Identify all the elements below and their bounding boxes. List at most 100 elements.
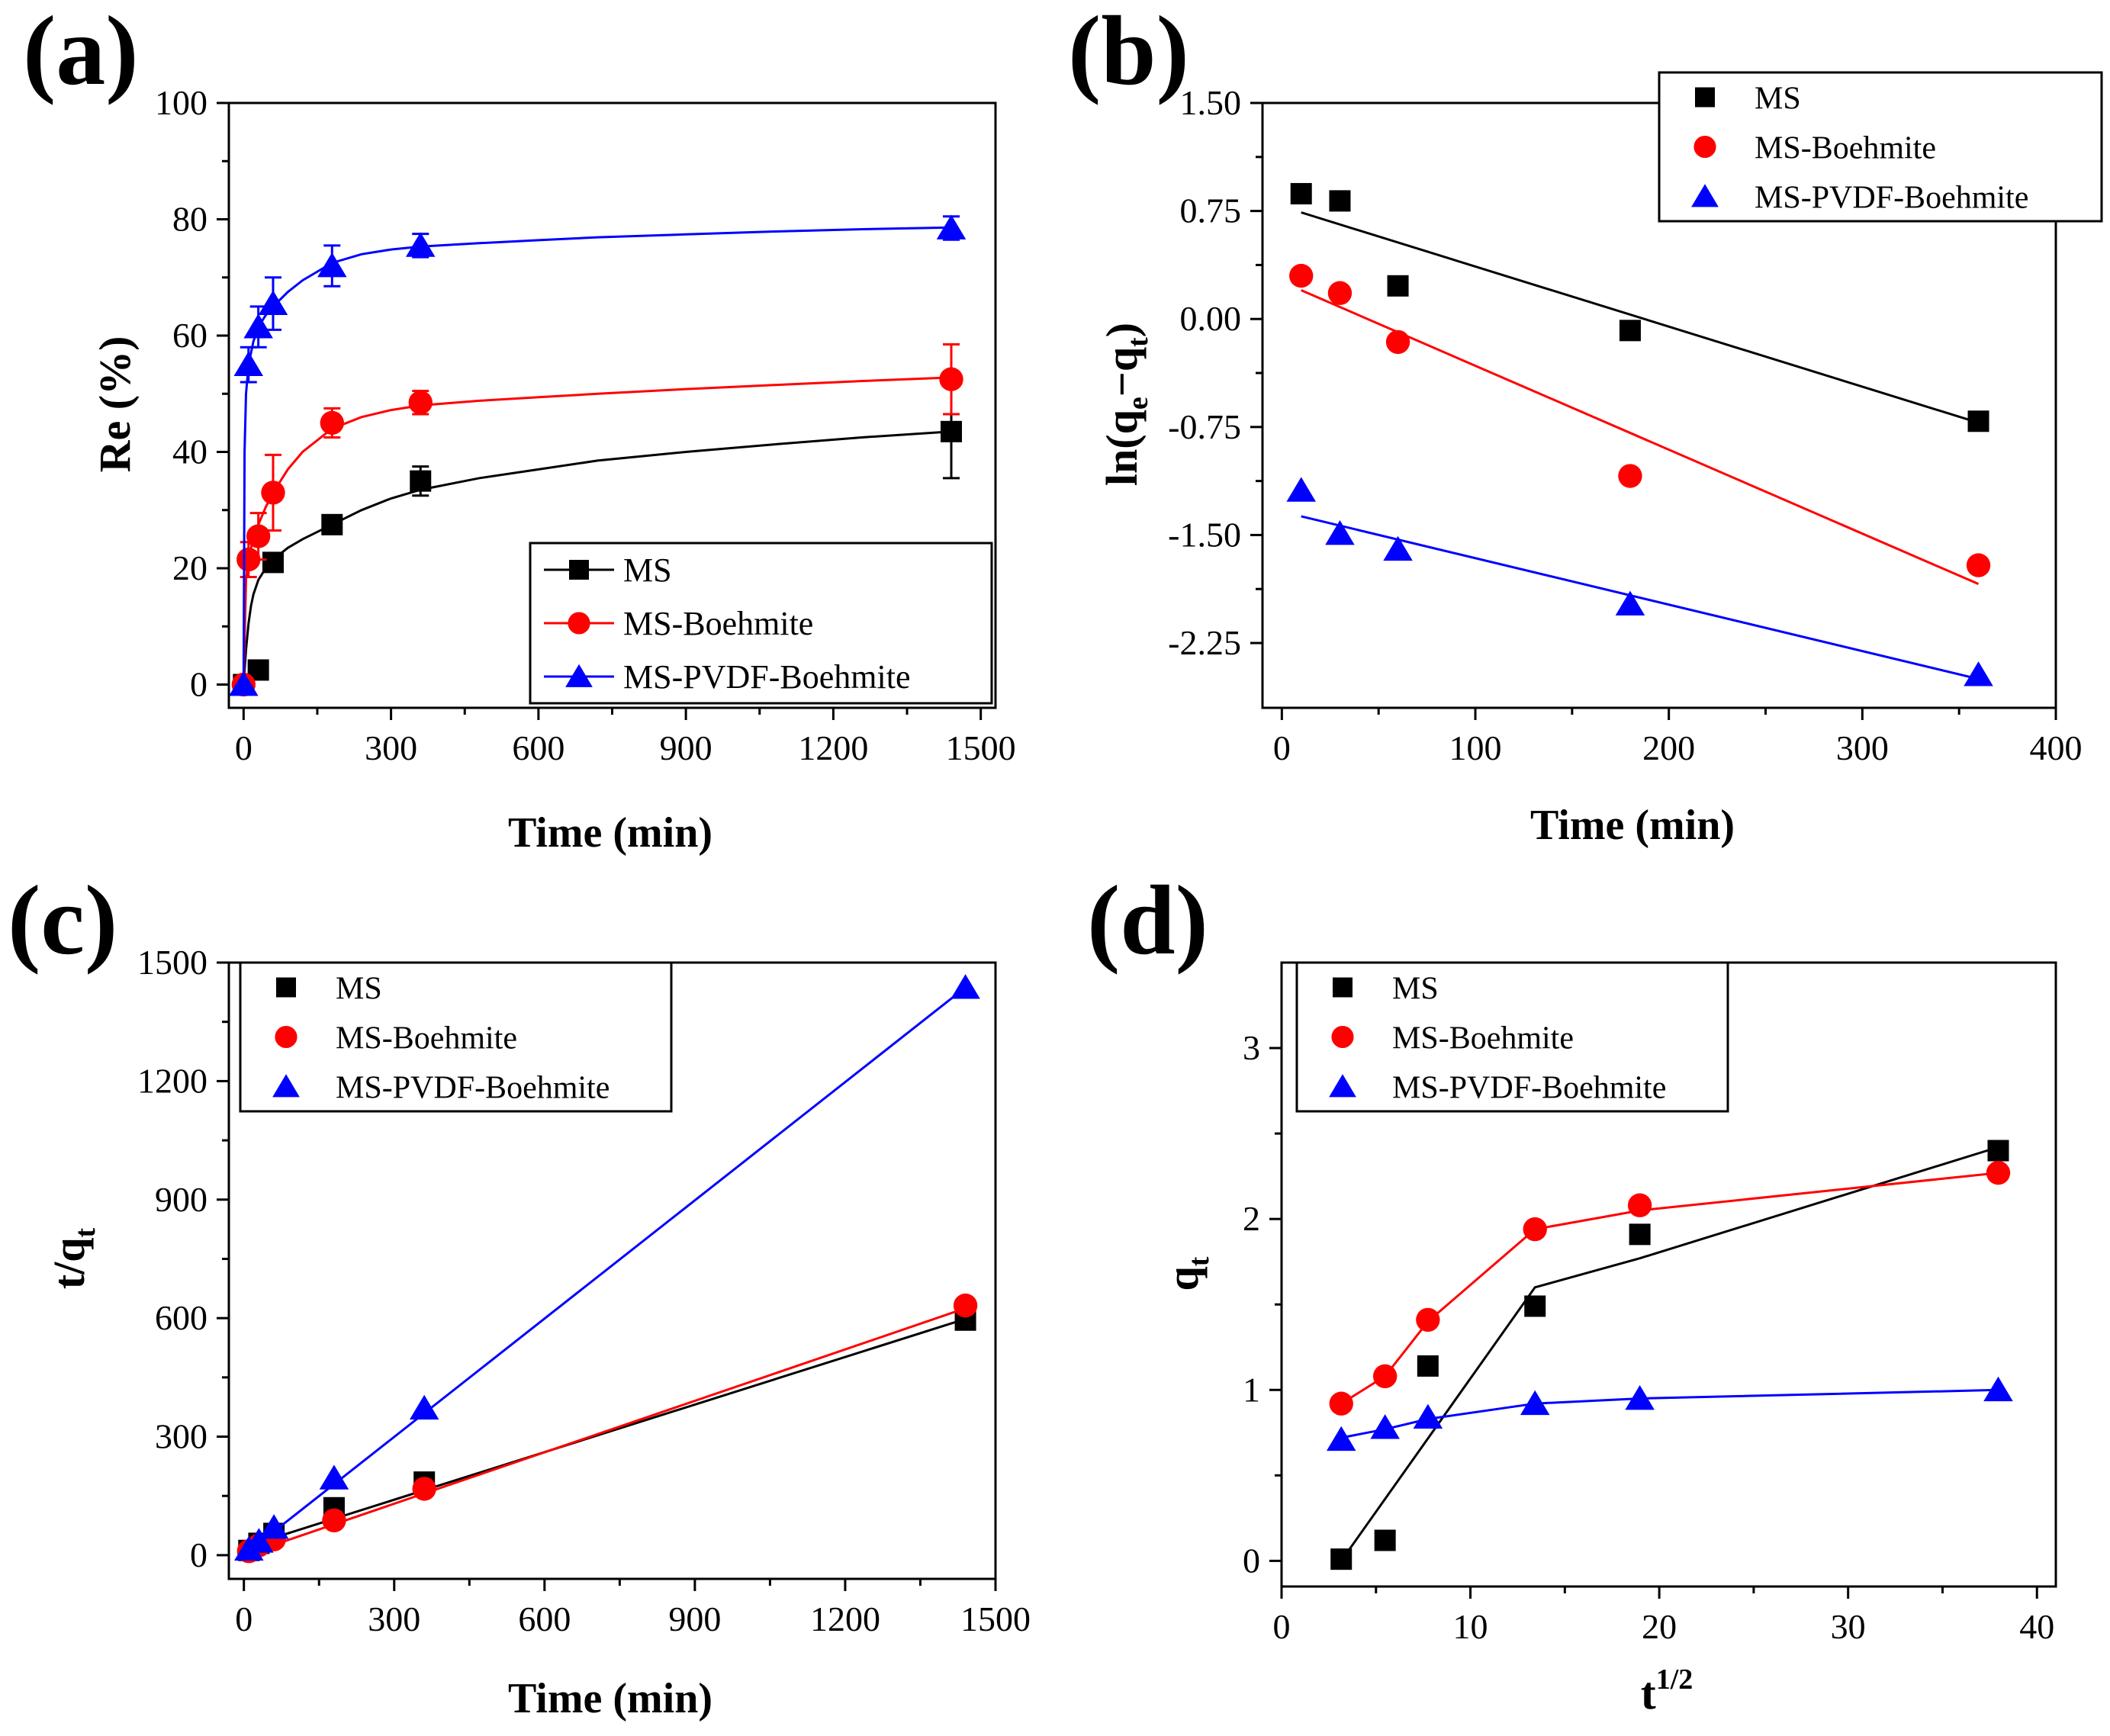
data-point [246,524,271,548]
y-tick-label: -1.50 [1168,515,1241,554]
plot-area [229,214,967,697]
data-point [1619,320,1641,342]
data-point [233,351,264,376]
y-tick-label: 300 [155,1417,207,1456]
data-point [261,481,285,505]
fit-line [1301,289,1980,585]
data-point [1618,464,1642,488]
y-axis-label-part: q [1158,1266,1208,1291]
y-tick-label: 1 [1243,1370,1260,1409]
series-ms [238,1309,976,1561]
y-axis-label-sub: t [69,1227,101,1237]
legend-frame [239,961,673,1113]
data-point [1417,1355,1439,1377]
data-point [950,974,980,999]
x-axis-label: Time (min) [1530,802,1735,849]
panel-b: (b) 0 100 200 300 400 1.50 0.75 0.00 -0.75 -1.50 -2… [1068,0,2103,849]
legend: MS MS-Boehmite MS-PVDF-Boehmite [1658,71,2103,223]
data-point [406,232,436,257]
legend-label: MS [623,551,672,589]
data-point [244,1528,274,1553]
legend-marker [565,664,593,687]
plot-area [1286,182,1993,686]
legend-label: MS-Boehmite [1392,1021,1574,1056]
panel-d: (d)0 10 20 30 400123t1/2qtMSMS-BoehmiteMS-PV… [1087,866,2057,1718]
data-point [1326,1426,1356,1451]
panel-a: (a) 0 300 600 900 1200 1500 0 20 40 60 80 100 Time (m… [23,0,1016,857]
x-tick-label: 400 [2030,728,2083,767]
legend-label: MS-PVDF-Boehmite [1392,1071,1666,1106]
panel-label: (d) [1087,866,1208,976]
x-axis-label-base: t [1641,1668,1656,1718]
legend-label: MS [336,972,382,1007]
y-tick-label: 1.50 [1180,83,1242,122]
data-point [939,367,963,391]
y-axis-label: qt [1158,1256,1215,1291]
y-tick-label: 0 [1243,1541,1260,1580]
data-point [236,547,261,572]
y-tick-label: 0.75 [1180,191,1242,230]
data-point [1416,1307,1440,1333]
data-point [1413,1403,1443,1429]
data-point [1987,1140,2009,1162]
data-point [259,1514,289,1539]
legend: MS MS-Boehmite MS-PVDF-Boehmite [1295,961,1729,1113]
x-axis-label: t1/2 [1641,1664,1693,1718]
y-tick-label: 3 [1243,1028,1260,1067]
data-point [1983,1376,2013,1402]
y-tick-label: 60 [172,316,207,355]
y-tick-label: 0 [190,665,207,704]
legend-marker [1691,184,1719,207]
data-point [262,551,284,574]
fit-line [1301,211,1979,424]
y-axis-label-part: ln(q [1097,410,1147,486]
data-point [1329,1391,1353,1416]
legend: MS MS-Boehmite MS-PVDF-Boehmite [239,961,673,1113]
legend-marker [569,560,589,580]
x-tick-label: 40 [2019,1607,2054,1646]
legend-marker [275,1025,298,1049]
x-tick-label: 1500 [960,1599,1031,1638]
legend-marker [276,977,296,998]
y-tick-label: 900 [155,1180,207,1219]
data-point [1327,281,1353,305]
y-axis-label: Re (%) [90,336,140,473]
legend-label: MS-PVDF-Boehmite [336,1071,610,1106]
legend-marker [1331,1025,1354,1049]
x-tick-label: 0 [1273,1607,1291,1646]
x-tick-label: 300 [365,728,417,767]
x-tick-label: 100 [1449,728,1502,767]
legend: MS MS-Boehmite MS-PVDF-Boehmite [529,542,993,705]
y-axis-label: t/qt [44,1227,101,1289]
y-tick-label: 2 [1243,1199,1260,1238]
data-point [1370,1414,1400,1439]
data-point [322,1508,346,1533]
data-point [1986,1160,2011,1185]
x-tick-label: 200 [1642,728,1695,767]
data-point [229,671,259,696]
data-point [408,391,433,415]
data-point [409,1394,439,1420]
data-point [1325,520,1355,545]
series-ms-boehmite [236,1293,978,1564]
legend-label: MS-Boehmite [336,1021,517,1056]
y-axis-label-sub: t [1122,337,1154,347]
data-point [1627,1193,1652,1217]
y-axis-label-sub: e [1122,397,1154,410]
data-point [412,1477,436,1501]
legend-label: MS-PVDF-Boehmite [1755,181,2028,216]
data-point [936,214,967,240]
data-point [1289,263,1314,288]
y-axis-label-part: −q [1097,347,1147,397]
panel-label: (b) [1068,0,1189,106]
data-point [1387,275,1409,297]
x-tick-label: 0 [235,728,252,767]
legend-label: MS [1392,972,1439,1007]
legend-marker [1329,1074,1356,1098]
data-point [1625,1384,1655,1410]
x-tick-label: 900 [660,728,712,767]
plot-area [1326,1140,2013,1570]
data-point [1374,1529,1396,1551]
panel-label: (a) [23,0,139,106]
